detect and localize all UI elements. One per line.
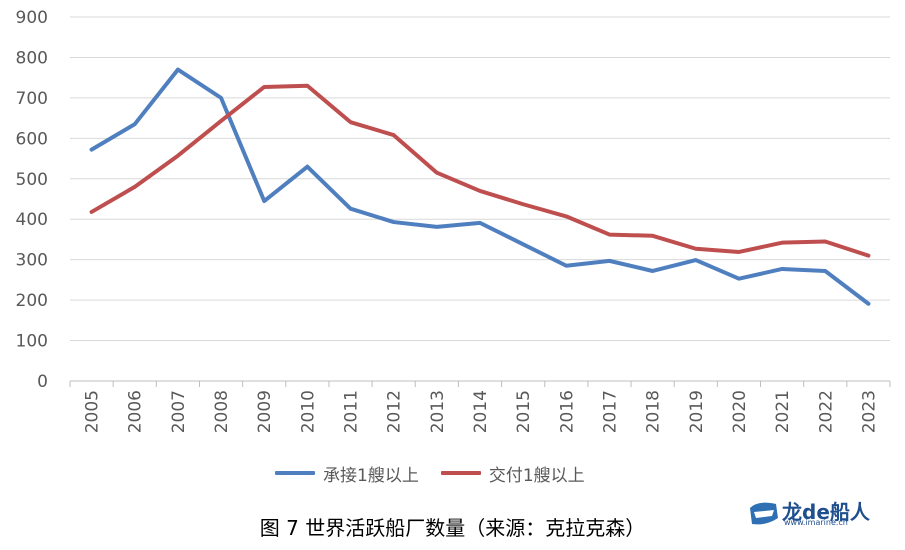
gridlines [70,16,890,342]
y-tick-label: 900 [16,8,48,28]
x-tick-label: 2006 [126,390,146,433]
x-tick-label: 2008 [212,390,232,433]
series-line-1 [89,67,871,306]
x-tick-label: 2005 [83,390,103,433]
x-tick-label: 2018 [644,390,664,433]
legend-swatch-series-2 [440,471,481,475]
series-line-2 [89,83,871,258]
y-tick-label: 200 [16,291,48,311]
x-axis-ticks: 2005 2006 2007 2008 2009 2010 2011 2012 2013 2014… [69,381,891,433]
ship-logo-icon [750,502,778,525]
x-tick-label: 2014 [471,390,491,433]
y-tick-label: 500 [16,170,48,190]
legend: 承接1艘以上 交付1艘以上 [275,460,607,486]
x-tick-label: 2016 [557,390,577,433]
series-lines [89,67,871,306]
x-tick-label: 2010 [298,390,318,433]
figure-caption: 图 7 世界活跃船厂数量（来源：克拉克森） [259,516,646,540]
y-tick-label: 600 [16,129,48,149]
y-tick-label: 0 [37,372,48,392]
legend-swatch-series-1 [275,471,315,475]
y-tick-label: 800 [16,48,48,68]
x-tick-label: 2023 [859,390,879,433]
watermark-logo: 龙de船人 www.imarine.cn [748,496,888,530]
x-tick-label: 2009 [255,390,275,433]
legend-item-series-2: 交付1艘以上 [440,461,585,486]
x-tick-label: 2011 [342,390,362,433]
y-tick-label: 100 [16,332,48,352]
y-tick-label: 300 [16,251,48,271]
y-axis-ticks: 0 100 200 300 400 500 600 700 800 900 [16,8,48,392]
y-tick-label: 700 [16,89,48,109]
x-tick-label: 2013 [428,390,448,433]
x-tick-label: 2012 [385,390,405,433]
x-tick-label: 2020 [730,390,750,433]
legend-label-series-2: 交付1艘以上 [488,465,585,486]
logo-subtext: www.imarine.cn [784,518,848,527]
x-tick-label: 2017 [600,390,620,433]
x-tick-label: 2007 [169,390,189,433]
x-tick-label: 2015 [514,390,534,433]
logo-text: 龙de船人 [782,500,870,524]
x-tick-label: 2022 [816,390,836,433]
x-tick-label: 2021 [773,390,793,433]
y-tick-label: 400 [16,210,48,230]
x-tick-label: 2019 [687,390,707,433]
legend-label-series-1: 承接1艘以上 [323,465,419,486]
legend-item-series-1: 承接1艘以上 [275,461,419,486]
